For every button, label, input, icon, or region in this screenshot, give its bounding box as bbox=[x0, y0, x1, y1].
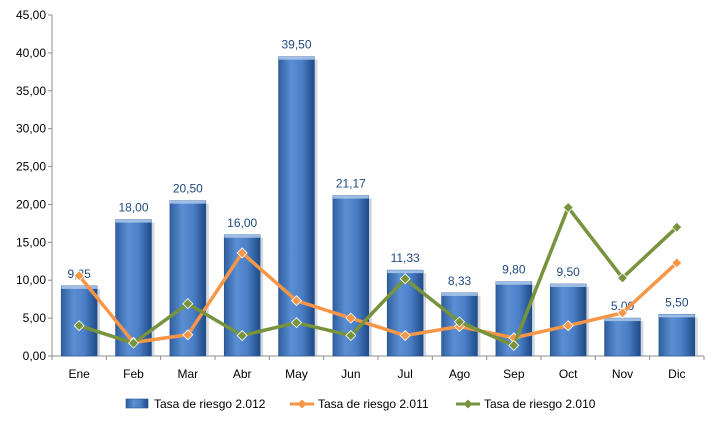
bar-data-label: 11,33 bbox=[391, 251, 420, 265]
series-point bbox=[182, 329, 194, 341]
series-point bbox=[345, 329, 357, 342]
x-tick-label: Jul bbox=[397, 367, 412, 381]
bar-data-label: 20,50 bbox=[173, 182, 203, 196]
x-tick-label: Ago bbox=[449, 367, 471, 381]
series-point bbox=[562, 320, 574, 332]
legend-label: Tasa de riesgo 2.012 bbox=[154, 397, 266, 411]
y-tick-label: 5,00 bbox=[23, 311, 47, 325]
y-tick-label: 40,00 bbox=[16, 46, 46, 60]
y-tick-label: 35,00 bbox=[16, 84, 46, 98]
bar-top-highlight bbox=[224, 234, 261, 238]
series-point bbox=[127, 337, 140, 349]
x-tick-label: Jun bbox=[341, 367, 360, 381]
bar bbox=[278, 56, 315, 357]
series-line-2 bbox=[77, 251, 679, 345]
series-point bbox=[616, 307, 629, 319]
legend-label: Tasa de riesgo 2.011 bbox=[318, 397, 429, 411]
legend-swatch-marker bbox=[297, 399, 307, 409]
bar-top-highlight bbox=[169, 200, 206, 204]
x-tick-label: Ene bbox=[68, 367, 90, 381]
bar-data-label: 9,50 bbox=[556, 265, 580, 279]
x-tick-label: Nov bbox=[612, 367, 633, 381]
x-tick-label: Sep bbox=[503, 367, 525, 381]
legend-swatch-bar bbox=[125, 398, 149, 409]
series-point bbox=[73, 270, 85, 282]
series-point bbox=[671, 257, 683, 269]
series-point bbox=[453, 316, 466, 328]
series-point bbox=[73, 320, 85, 332]
bar-data-label: 39,50 bbox=[281, 38, 311, 52]
bar-top-highlight bbox=[495, 281, 532, 285]
series-point bbox=[182, 298, 194, 310]
bar-data-label: 9,80 bbox=[502, 263, 526, 277]
bar bbox=[604, 317, 641, 357]
series-point bbox=[345, 312, 357, 324]
series-point bbox=[616, 272, 629, 284]
bar bbox=[332, 195, 370, 357]
y-tick-label: 25,00 bbox=[16, 160, 46, 174]
series-point bbox=[508, 339, 520, 351]
bar-top-highlight bbox=[441, 292, 478, 296]
bar-top-highlight bbox=[278, 56, 315, 60]
x-tick-label: Oct bbox=[559, 367, 578, 381]
x-tick-label: Feb bbox=[123, 367, 144, 381]
legend: Tasa de riesgo 2.012 Tasa de riesgo 2.011… bbox=[125, 397, 596, 411]
bar-top-highlight bbox=[332, 195, 369, 199]
y-tick-label: 45,00 bbox=[16, 8, 46, 22]
y-tick-label: 0,00 bbox=[23, 349, 47, 363]
bar-data-label: 21,17 bbox=[336, 177, 366, 191]
legend-swatch-marker bbox=[463, 399, 473, 409]
x-tick-label: Mar bbox=[177, 367, 198, 381]
bar-top-highlight bbox=[658, 314, 695, 318]
bar-data-label: 18,00 bbox=[118, 201, 148, 215]
series-line-3 bbox=[77, 205, 679, 348]
series-point bbox=[290, 295, 303, 307]
bar-top-highlight bbox=[387, 270, 424, 274]
series-point bbox=[399, 329, 411, 342]
series-point bbox=[562, 201, 574, 214]
bar bbox=[386, 269, 424, 357]
bar bbox=[658, 314, 696, 357]
bar-data-labels: 9,2518,0020,5016,0039,5021,1711,338,339,… bbox=[67, 38, 688, 313]
legend-label: Tasa de riesgo 2.010 bbox=[484, 397, 596, 411]
bar-top-highlight bbox=[115, 219, 152, 223]
bar-data-label: 16,00 bbox=[227, 216, 257, 230]
bar-top-highlight bbox=[550, 284, 587, 288]
y-tick-label: 10,00 bbox=[16, 273, 46, 287]
series-point bbox=[399, 273, 411, 285]
bar-data-label: 8,33 bbox=[448, 274, 472, 288]
line-series bbox=[73, 201, 683, 351]
y-tick-label: 30,00 bbox=[16, 122, 46, 136]
bar-series bbox=[60, 56, 698, 357]
x-tick-label: May bbox=[285, 367, 308, 381]
x-tick-label: Abr bbox=[233, 367, 252, 381]
series-point bbox=[236, 329, 248, 342]
series-point bbox=[671, 221, 683, 233]
bar bbox=[549, 283, 587, 357]
series-point bbox=[236, 247, 248, 259]
y-tick-label: 15,00 bbox=[16, 235, 46, 249]
x-tick-label: Dic bbox=[668, 367, 685, 381]
y-axis-ticks: 0,00 5,00 10,00 15,00 20,00 25,00 30,00 35,00 40… bbox=[16, 8, 52, 363]
x-axis-ticks: Ene Feb Mar Abr May Jun Jul Ago Sep Oct Nov Dic bbox=[51, 356, 705, 381]
bar-top-highlight bbox=[61, 285, 98, 289]
bar-data-label: 5,50 bbox=[665, 295, 689, 309]
bar-data-label: 5,00 bbox=[611, 299, 635, 313]
series-point bbox=[290, 317, 303, 329]
y-tick-label: 20,00 bbox=[16, 197, 46, 211]
bar-top-highlight bbox=[604, 318, 641, 322]
